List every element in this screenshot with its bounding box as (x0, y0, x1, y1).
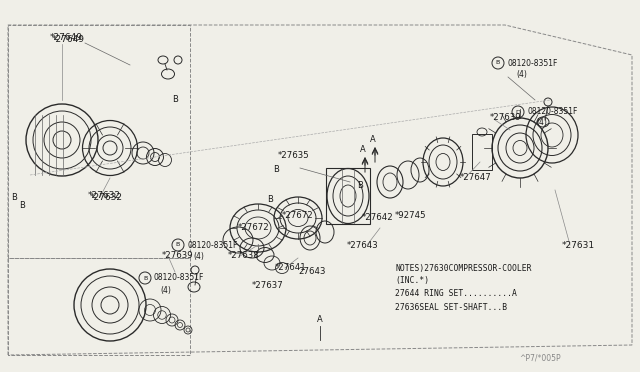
Text: B: B (357, 180, 363, 189)
Text: *27631: *27631 (562, 241, 595, 250)
Text: (INC.*): (INC.*) (395, 276, 429, 285)
Text: 08120-8351F: 08120-8351F (154, 273, 204, 282)
Text: *27647: *27647 (460, 173, 492, 183)
Text: *27649: *27649 (52, 35, 85, 45)
Text: 08120-8351F: 08120-8351F (507, 58, 557, 67)
Text: *27672: *27672 (238, 224, 269, 232)
Text: B: B (267, 196, 273, 205)
Text: ^P7/*005P: ^P7/*005P (519, 353, 561, 362)
Text: B: B (11, 193, 17, 202)
Text: 27636SEAL SET-SHAFT...B: 27636SEAL SET-SHAFT...B (395, 302, 507, 311)
Text: *27635: *27635 (278, 151, 310, 160)
Text: *27639: *27639 (162, 250, 194, 260)
Text: *27643: *27643 (347, 241, 379, 250)
Text: B: B (176, 243, 180, 247)
Text: *92745: *92745 (395, 211, 427, 219)
Text: *27639: *27639 (490, 113, 522, 122)
Text: NOTES)27630COMPRESSOR-COOLER: NOTES)27630COMPRESSOR-COOLER (395, 263, 531, 273)
Text: B: B (273, 166, 279, 174)
Text: (4): (4) (536, 118, 547, 126)
Text: A: A (317, 315, 323, 324)
Text: 27644 RING SET..........A: 27644 RING SET..........A (395, 289, 517, 298)
Text: A: A (360, 145, 366, 154)
Text: 08120-8351F: 08120-8351F (187, 241, 237, 250)
Text: B: B (496, 61, 500, 65)
Text: 08120-8351F: 08120-8351F (527, 108, 577, 116)
Text: B: B (19, 201, 25, 209)
Text: *27672: *27672 (282, 211, 314, 219)
Text: *27632: *27632 (88, 190, 121, 199)
Text: 27643: 27643 (298, 267, 326, 276)
Text: A: A (370, 135, 376, 144)
Text: (4): (4) (516, 70, 527, 78)
Text: *27632: *27632 (90, 193, 123, 202)
Text: *27642: *27642 (362, 214, 394, 222)
Text: *27649: *27649 (50, 33, 83, 42)
Text: (4): (4) (193, 253, 204, 262)
Text: *27641: *27641 (275, 263, 307, 273)
Text: (4): (4) (160, 285, 171, 295)
Text: B: B (172, 96, 178, 105)
Text: D: D (516, 109, 520, 115)
Text: *27637: *27637 (252, 280, 284, 289)
Text: B: B (143, 276, 147, 280)
Text: *27638: *27638 (228, 250, 260, 260)
